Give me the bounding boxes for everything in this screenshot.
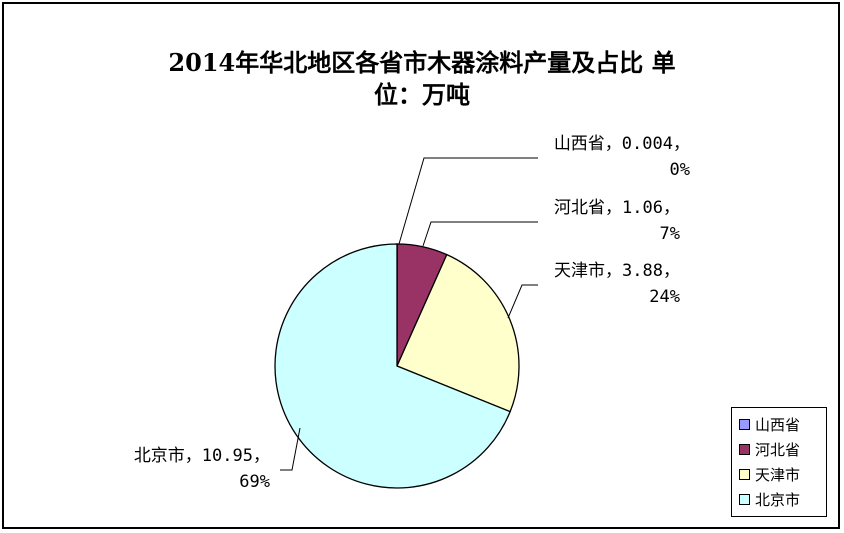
chart-title-line-2: 位：万吨 (374, 80, 470, 109)
legend-label-shanxi: 山西省 (755, 415, 801, 434)
legend-label-beijing: 北京市 (755, 490, 801, 509)
leader-line-hebei (422, 221, 538, 247)
chart-title-line-1: 2014年华北地区各省市木器涂料产量及占比 单 (168, 48, 676, 77)
data-label-shanxi-line-1: 山西省，0.004， (553, 134, 690, 154)
legend-item-hebei: 河北省 (739, 439, 800, 459)
leader-line-shanxi (398, 157, 538, 245)
data-label-tianjin: 天津市，3.88， 24% (520, 258, 680, 310)
data-label-beijing-line-1: 北京市，10.95， (133, 446, 270, 466)
leader-line-beijing (280, 427, 301, 471)
legend-swatch-shanxi (739, 418, 750, 430)
legend-label-hebei: 河北省 (755, 440, 801, 459)
pie-slice-tianjin (396, 253, 520, 413)
legend-item-shanxi: 山西省 (739, 414, 800, 434)
data-label-tianjin-line-2: 24% (649, 287, 680, 307)
pie-slice-beijing (274, 243, 511, 489)
data-label-beijing-line-2: 69% (239, 472, 270, 492)
chart-title: 2014年华北地区各省市木器涂料产量及占比 单 位：万吨 (0, 47, 844, 111)
legend-swatch-tianjin (739, 468, 750, 480)
legend: 山西省 河北省 天津市 北京市 (731, 407, 827, 517)
legend-label-tianjin: 天津市 (755, 465, 801, 484)
data-label-hebei-line-1: 河北省，1.06， (554, 198, 680, 218)
legend-item-beijing: 北京市 (739, 489, 800, 509)
data-label-hebei: 河北省，1.06， 7% (520, 195, 680, 247)
data-label-shanxi-line-2: 0% (669, 160, 690, 180)
legend-swatch-beijing (739, 493, 750, 505)
data-label-shanxi: 山西省，0.004， 0% (520, 131, 690, 183)
data-label-hebei-line-2: 7% (659, 224, 680, 244)
data-label-tianjin-line-1: 天津市，3.88， (554, 261, 680, 281)
data-label-beijing: 北京市，10.95， 69% (80, 443, 270, 495)
legend-swatch-hebei (739, 443, 750, 455)
legend-item-tianjin: 天津市 (739, 464, 800, 484)
leader-line-tianjin (507, 284, 538, 319)
